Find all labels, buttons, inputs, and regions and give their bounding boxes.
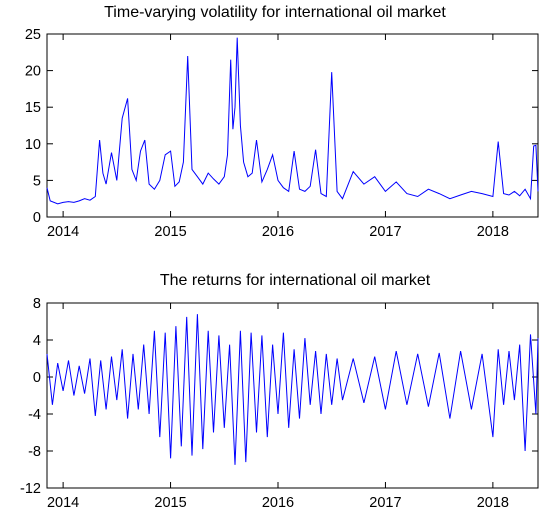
returns-series-line [46,314,539,465]
returns-y-tick-label: -8 [28,444,41,460]
volatility-series [46,37,539,205]
volatility-y-tick-label: 20 [25,64,41,80]
volatility-x-axis: 2014 2015 2016 2017 2018 [47,34,509,240]
returns-series [46,314,539,465]
returns-y-tick-label: -4 [28,407,41,423]
returns-x-tick-label: 2014 [47,495,79,511]
volatility-series-line [46,37,539,205]
volatility-y-tick-label: 15 [25,100,41,116]
volatility-y-tick-label: 5 [33,173,41,189]
volatility-y-tick-label: 10 [25,137,41,153]
returns-plot-frame [46,302,539,489]
volatility-chart: Time-varying volatility for internationa… [25,4,539,240]
returns-x-tick-label: 2018 [477,495,509,511]
volatility-x-tick-label: 2016 [262,224,294,240]
volatility-y-tick-label: 0 [33,210,41,226]
returns-y-tick-label: -12 [20,481,41,497]
volatility-x-tick-label: 2014 [47,224,79,240]
returns-y-axis: -12 -8 -4 0 4 8 [20,296,538,497]
volatility-chart-title: Time-varying volatility for internationa… [104,4,446,21]
returns-x-tick-label: 2016 [262,495,294,511]
volatility-x-tick-label: 2018 [477,224,509,240]
returns-y-tick-label: 0 [33,370,41,386]
returns-y-tick-label: 4 [33,333,41,349]
volatility-x-tick-label: 2017 [369,224,401,240]
returns-x-axis: 2014 2015 2016 2017 2018 [47,303,509,511]
volatility-y-axis: 0 5 10 15 20 25 [25,27,538,226]
returns-chart: The returns for international oil market… [20,272,539,511]
returns-x-tick-label: 2017 [369,495,401,511]
volatility-x-tick-label: 2015 [154,224,186,240]
returns-x-tick-label: 2015 [154,495,186,511]
returns-y-tick-label: 8 [33,296,41,312]
volatility-y-tick-label: 25 [25,27,41,43]
volatility-plot-frame [46,33,539,218]
returns-chart-title: The returns for international oil market [160,272,431,289]
